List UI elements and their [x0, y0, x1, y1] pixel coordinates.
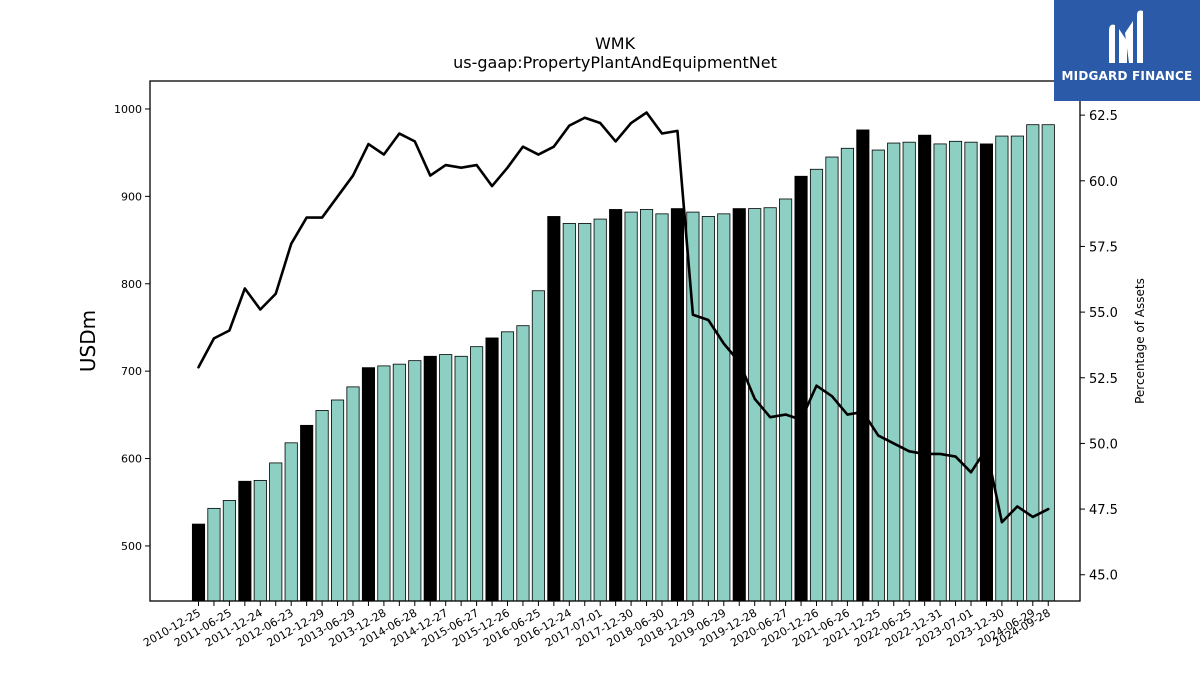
y2-tick-label: 60.0 [1089, 175, 1118, 190]
bar [979, 143, 993, 602]
plot-frame [149, 80, 1081, 602]
y2-tick-label: 62.5 [1089, 109, 1118, 124]
bar [933, 143, 947, 602]
y-tick-label: 1000 [114, 103, 142, 116]
y2-tick-label: 55.0 [1089, 306, 1118, 321]
bar [964, 141, 978, 602]
bar [1026, 124, 1040, 602]
bar [439, 354, 453, 602]
bar [377, 365, 391, 602]
bar [871, 149, 885, 602]
bar [732, 208, 746, 602]
bar [269, 462, 283, 602]
bar [902, 141, 916, 602]
bar [918, 134, 932, 602]
y-axis-label: USDm [76, 310, 100, 372]
y2-tick-label: 57.5 [1089, 240, 1118, 255]
bar [222, 500, 236, 602]
bar [191, 523, 206, 602]
y-tick-label: 800 [121, 278, 142, 291]
percentage-line [197, 111, 1050, 524]
bar [284, 442, 298, 602]
brand-logo: MIDGARD FINANCE [1054, 0, 1200, 101]
bar [578, 223, 592, 602]
y2-tick-label: 50.0 [1089, 437, 1118, 452]
bar [779, 198, 793, 602]
bar [825, 156, 839, 602]
bar [516, 325, 530, 602]
bar [949, 140, 963, 602]
bar [300, 424, 314, 602]
y-tick-label: 700 [121, 365, 142, 378]
bar [330, 399, 345, 602]
bar [609, 209, 623, 602]
y2-axis-label: Percentage of Assets [1133, 278, 1147, 404]
bar [238, 480, 252, 602]
bar [547, 216, 561, 602]
midgard-logo-icon [1109, 10, 1143, 64]
x-axis: 2010-12-252011-06-252011-12-242012-06-23… [141, 601, 1053, 650]
bar [701, 216, 715, 602]
bar [423, 355, 437, 602]
bar [670, 208, 684, 602]
bar [408, 360, 422, 602]
y2-tick-label: 47.5 [1089, 503, 1118, 518]
bar [794, 175, 808, 602]
bar [840, 147, 854, 602]
bar-series [191, 124, 1055, 602]
bar [485, 337, 499, 602]
y-axis-right: 45.0 47.5 50.0 52.5 55.0 57.5 60.0 62.5 [1080, 109, 1118, 584]
bar [315, 410, 329, 602]
y-tick-label: 500 [121, 540, 142, 553]
bar [1010, 135, 1024, 602]
bar [361, 367, 375, 602]
chart-title: WMK [595, 34, 636, 53]
bar [207, 507, 221, 602]
bar [887, 142, 901, 602]
bar [1041, 124, 1055, 602]
bar [856, 129, 870, 602]
bar [253, 479, 267, 602]
y-axis-left: 500 600 700 800 900 1000 [114, 103, 150, 553]
y2-tick-label: 52.5 [1089, 372, 1118, 387]
y-tick-label: 900 [121, 190, 142, 203]
bar [392, 363, 406, 602]
line-series [197, 111, 1050, 524]
y-tick-label: 600 [121, 453, 142, 466]
bar [454, 355, 468, 602]
bar [655, 213, 669, 602]
bar [531, 290, 545, 602]
bar [995, 135, 1009, 602]
brand-name: MIDGARD FINANCE [1061, 69, 1193, 83]
bar [562, 223, 576, 602]
chart-subtitle: us-gaap:PropertyPlantAndEquipmentNet [453, 53, 777, 72]
y2-tick-label: 45.0 [1089, 569, 1118, 584]
bar [500, 331, 515, 602]
bar [624, 211, 638, 602]
bar [593, 218, 607, 602]
bar [346, 386, 360, 602]
bar [470, 346, 484, 602]
bar [640, 209, 654, 602]
bar [717, 213, 731, 602]
bar [763, 207, 777, 602]
